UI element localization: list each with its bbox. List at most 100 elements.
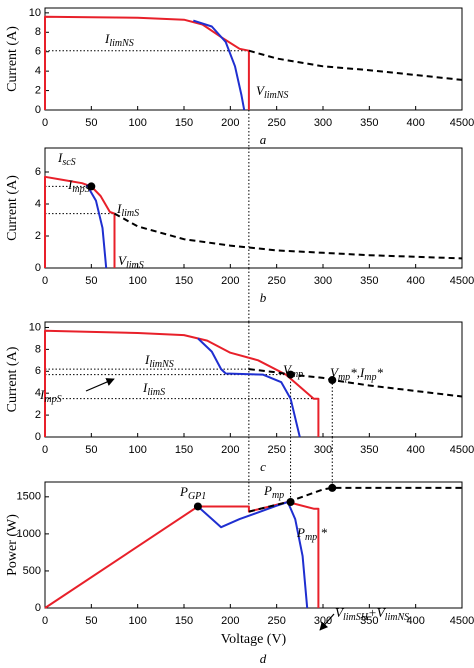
annotation-part: P	[263, 483, 272, 498]
y-tick-label: 1500	[17, 491, 41, 503]
y-tick-label: 0	[35, 431, 41, 443]
x-tick-label: 0	[42, 615, 48, 627]
panel: 0 50 100 150 200 250 300 350 400 4500 0 2 4 6 8 10 Curre…	[5, 7, 474, 147]
annotation-part: limNS	[109, 38, 133, 49]
x-tick-label: 0	[42, 117, 48, 129]
x-tick-label: 150	[175, 615, 193, 627]
series-line	[197, 337, 301, 438]
panel: 0 50 100 150 200 250 300 350 400 4500 0 2 4 6 8 10 Curre…	[5, 268, 474, 474]
annotation-part: GP1	[188, 491, 206, 502]
y-tick-label: 0	[35, 262, 41, 274]
y-tick-label: 6	[35, 166, 41, 178]
annotation-part: I	[142, 380, 148, 395]
annotation: IlimNS	[144, 352, 174, 370]
annotation: PGP1	[179, 484, 206, 502]
x-tick-label: 100	[128, 444, 146, 456]
annotation-part: mpS	[44, 394, 61, 405]
y-tick-label: 0	[35, 602, 41, 614]
x-tick-label: 4500	[450, 275, 474, 287]
x-tick-label: 50	[85, 615, 97, 627]
y-tick-label: 0	[35, 104, 41, 116]
x-axis-label: Voltage (V)	[221, 632, 287, 647]
x-tick-label: 50	[85, 275, 97, 287]
point-marker	[328, 483, 337, 492]
x-tick-label: 150	[175, 275, 193, 287]
x-tick-label: 400	[406, 275, 424, 287]
x-tick-label: 200	[221, 615, 239, 627]
y-tick-label: 2	[35, 84, 41, 96]
annotation-part: limNS	[385, 612, 409, 623]
point-marker	[328, 376, 337, 385]
x-tick-label: 0	[42, 444, 48, 456]
x-tick-label: 250	[267, 615, 285, 627]
y-tick-label: 8	[35, 26, 41, 38]
series-line	[248, 49, 463, 81]
y-tick-label: 6	[35, 365, 41, 377]
y-tick-label: 10	[29, 7, 41, 19]
annotation-part: P	[179, 484, 188, 499]
y-tick-label: 6	[35, 46, 41, 58]
plot-frame	[44, 321, 463, 438]
annotation-part: V	[330, 365, 340, 380]
annotation-part: I	[104, 31, 110, 46]
annotation-part: mp	[364, 372, 376, 383]
annotation: IscS	[57, 150, 76, 168]
plot-frame	[44, 7, 463, 111]
series-line	[192, 19, 246, 111]
annotation-part: scS	[62, 157, 75, 168]
y-tick-label: 4	[35, 65, 41, 77]
plot-frame	[44, 481, 463, 609]
annotation-part: I	[116, 201, 122, 216]
y-tick-label: 1000	[17, 528, 41, 540]
x-tick-label: 4500	[450, 444, 474, 456]
x-tick-label: 50	[85, 444, 97, 456]
x-tick-label: 250	[267, 275, 285, 287]
point-marker	[286, 370, 295, 379]
y-tick-label: 4	[35, 387, 41, 399]
series-line	[44, 15, 250, 110]
annotation-part: V	[335, 605, 345, 620]
x-tick-label: 400	[406, 117, 424, 129]
series-line	[85, 184, 108, 269]
series-line	[44, 501, 320, 609]
annotation-part: I	[39, 387, 45, 402]
annotation-part: V	[256, 83, 266, 98]
y-tick-label: 2	[35, 230, 41, 242]
x-tick-label: 4500	[450, 117, 474, 129]
point-marker	[286, 498, 295, 507]
annotation-part: limS	[126, 260, 144, 271]
y-tick-label: 10	[29, 321, 41, 333]
x-tick-label: 300	[314, 117, 332, 129]
annotation-part: V	[283, 362, 293, 377]
x-tick-label: 400	[406, 615, 424, 627]
annotation-part: limS	[147, 387, 165, 398]
panel-label: c	[260, 459, 266, 474]
x-tick-label: 0	[42, 275, 48, 287]
x-tick-label: 200	[221, 275, 239, 287]
series-line	[114, 212, 463, 260]
x-tick-label: 100	[128, 275, 146, 287]
annotation-part: P	[296, 525, 305, 540]
point-marker	[193, 502, 202, 511]
annotation: Vmp*,Imp*	[330, 365, 384, 383]
x-tick-label: 400	[406, 444, 424, 456]
y-tick-label: 2	[35, 409, 41, 421]
x-tick-label: 200	[221, 117, 239, 129]
x-tick-label: 150	[175, 117, 193, 129]
annotation-arrow	[319, 613, 335, 631]
annotation-part: limS	[121, 208, 139, 219]
annotation-part: I	[144, 352, 150, 367]
x-tick-label: 300	[314, 615, 332, 627]
annotation-part: *	[317, 525, 327, 540]
annotation-part: limNS	[149, 359, 173, 370]
annotation-part: I	[57, 150, 63, 165]
annotation-part: mp	[338, 372, 350, 383]
annotation-arrow	[85, 378, 115, 392]
annotation-part: mp	[305, 532, 317, 543]
panel-label: d	[260, 651, 267, 666]
annotation: IlimNS	[104, 31, 134, 49]
y-tick-label: 4	[35, 198, 41, 210]
x-tick-label: 4500	[450, 615, 474, 627]
x-tick-label: 150	[175, 444, 193, 456]
